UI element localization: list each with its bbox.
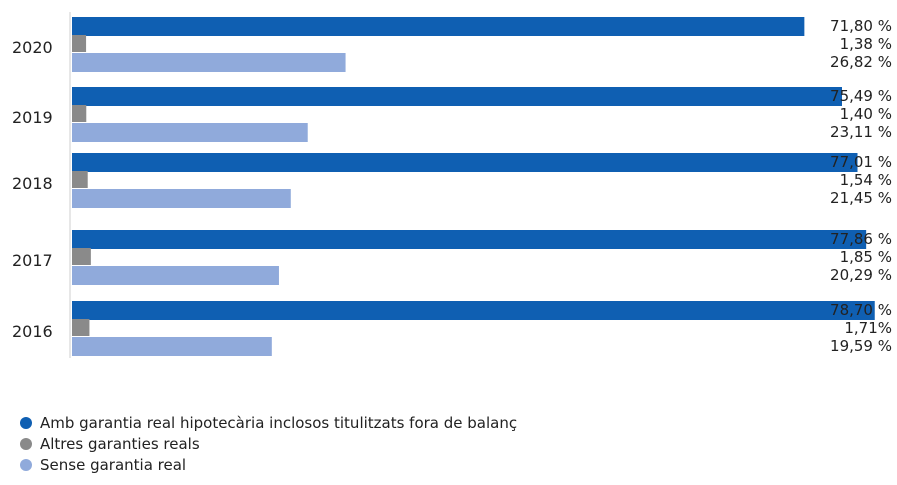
bar xyxy=(72,53,346,72)
legend-item-unsecured: Sense garantia real xyxy=(20,454,517,475)
data-label: 1,71% xyxy=(844,319,892,337)
data-label: 71,80 % xyxy=(830,17,892,35)
data-label: 75,49 % xyxy=(830,87,892,105)
data-label: 1,40 % xyxy=(840,105,892,123)
data-label: 1,85 % xyxy=(840,248,892,266)
bar xyxy=(72,153,858,172)
bar xyxy=(72,248,91,265)
category-label: 2016 xyxy=(12,322,53,341)
bar xyxy=(72,105,87,122)
data-label: 1,54 % xyxy=(840,171,892,189)
bar xyxy=(72,171,88,188)
data-label: 20,29 % xyxy=(830,266,892,284)
data-label: 21,45 % xyxy=(830,189,892,207)
bar xyxy=(72,17,805,36)
bar xyxy=(72,230,867,249)
data-label: 78,70 % xyxy=(830,301,892,319)
bar xyxy=(72,301,875,320)
category-label: 2018 xyxy=(12,174,53,193)
bar xyxy=(72,189,291,208)
bar xyxy=(72,266,279,285)
legend-item-mortgage: Amb garantia real hipotecària inclosos t… xyxy=(20,412,517,433)
bar-chart-plot: 2020 71,80 %1,38 %26,82 % 2019 75,49 %1,40 … xyxy=(12,12,892,358)
category-label: 2019 xyxy=(12,108,53,127)
legend-swatch-other xyxy=(20,437,32,450)
category-label: 2017 xyxy=(12,251,53,270)
data-label: 1,38 % xyxy=(840,35,892,53)
data-label: 19,59 % xyxy=(830,337,892,355)
legend-swatch-unsecured xyxy=(20,458,32,471)
bar xyxy=(72,337,272,356)
legend-swatch-mortgage xyxy=(20,416,32,429)
legend: Amb garantia real hipotecària inclosos t… xyxy=(20,412,517,475)
bar xyxy=(72,123,308,142)
bar xyxy=(72,87,842,106)
data-label: 26,82 % xyxy=(830,53,892,71)
data-label: 23,11 % xyxy=(830,123,892,141)
data-label: 77,86 % xyxy=(830,230,892,248)
category-label: 2020 xyxy=(12,38,53,57)
bar xyxy=(72,319,90,336)
data-label: 77,01 % xyxy=(830,153,892,171)
bar xyxy=(72,35,87,52)
legend-label-mortgage: Amb garantia real hipotecària inclosos t… xyxy=(40,413,518,432)
legend-label-other: Altres garanties reals xyxy=(40,434,200,453)
legend-label-unsecured: Sense garantia real xyxy=(40,455,187,474)
legend-item-other: Altres garanties reals xyxy=(20,433,517,454)
